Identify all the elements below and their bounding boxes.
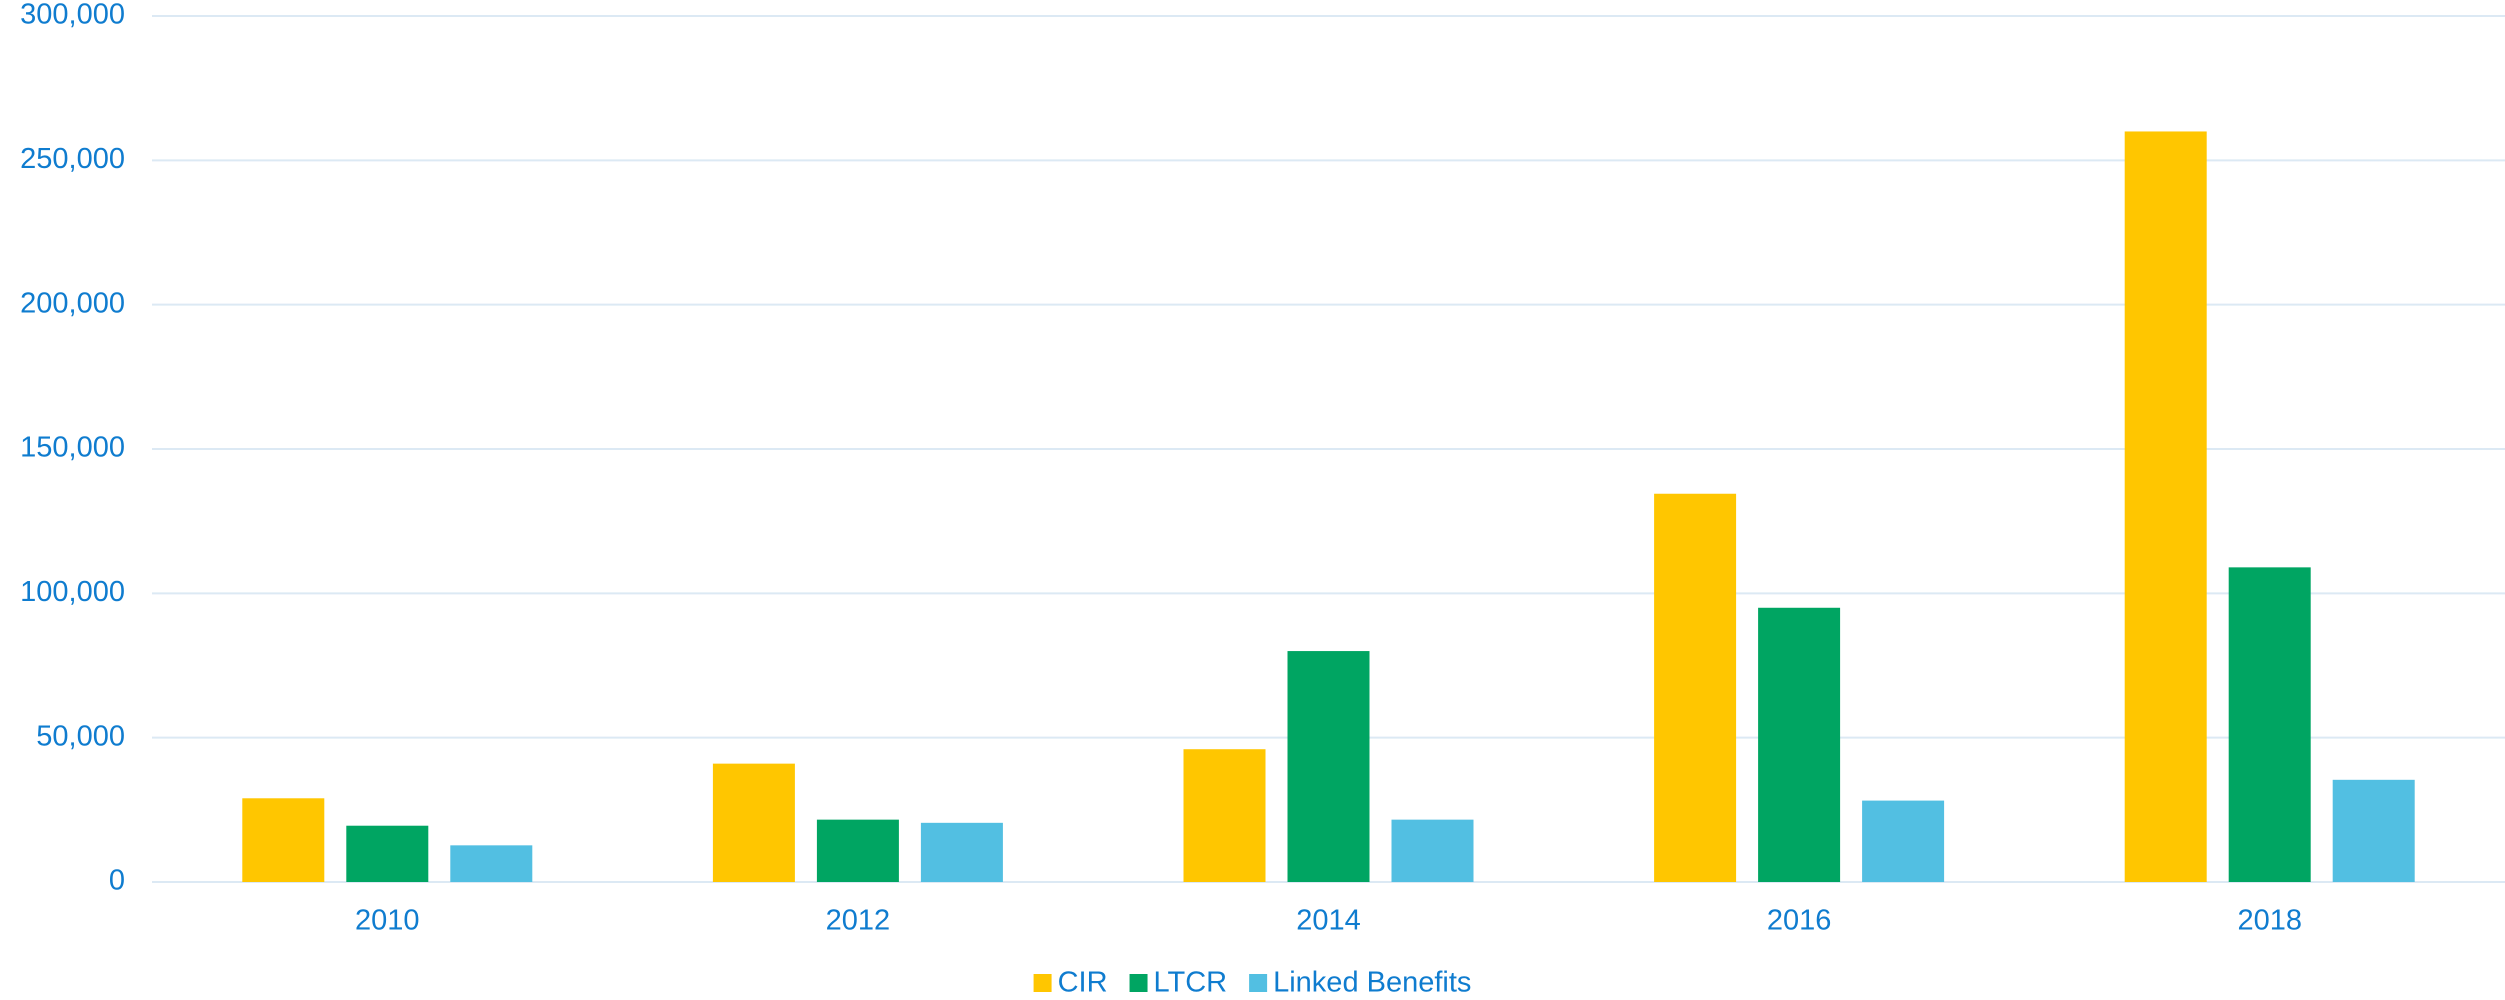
x-tick-label: 2012 bbox=[826, 905, 891, 937]
legend-swatch bbox=[1129, 974, 1148, 992]
x-tick-label: 2016 bbox=[1767, 905, 1832, 937]
y-tick-label: 300,000 bbox=[20, 0, 125, 31]
x-tick-label: 2018 bbox=[2237, 905, 2302, 937]
bar bbox=[1862, 800, 1945, 882]
legend-label: Linked Benefits bbox=[1273, 967, 1471, 999]
bar bbox=[1391, 819, 1474, 882]
x-tick-label: 2014 bbox=[1296, 905, 1361, 937]
legend-label: CIR bbox=[1058, 967, 1108, 999]
y-tick-label: 50,000 bbox=[36, 720, 125, 752]
y-tick-label: 100,000 bbox=[20, 576, 125, 608]
bar bbox=[2332, 779, 2415, 882]
bar bbox=[2124, 131, 2207, 882]
bar bbox=[1287, 651, 1370, 882]
bar bbox=[1758, 607, 1841, 882]
legend-swatch bbox=[1033, 974, 1052, 992]
bar bbox=[816, 819, 899, 882]
y-tick-label: 150,000 bbox=[20, 432, 125, 464]
bar bbox=[1183, 749, 1266, 882]
y-tick-label: 200,000 bbox=[20, 287, 125, 319]
y-tick-label: 250,000 bbox=[20, 143, 125, 175]
y-tick-label: 0 bbox=[109, 865, 125, 897]
x-tick-label: 2010 bbox=[355, 905, 420, 937]
bar bbox=[450, 845, 533, 882]
legend-label: LTCR bbox=[1154, 967, 1228, 999]
bar bbox=[2228, 567, 2311, 882]
bar bbox=[712, 763, 795, 882]
bar bbox=[242, 798, 325, 882]
bar bbox=[346, 825, 429, 882]
bar bbox=[1654, 493, 1737, 882]
legend-swatch bbox=[1249, 974, 1268, 992]
bar bbox=[920, 822, 1003, 882]
